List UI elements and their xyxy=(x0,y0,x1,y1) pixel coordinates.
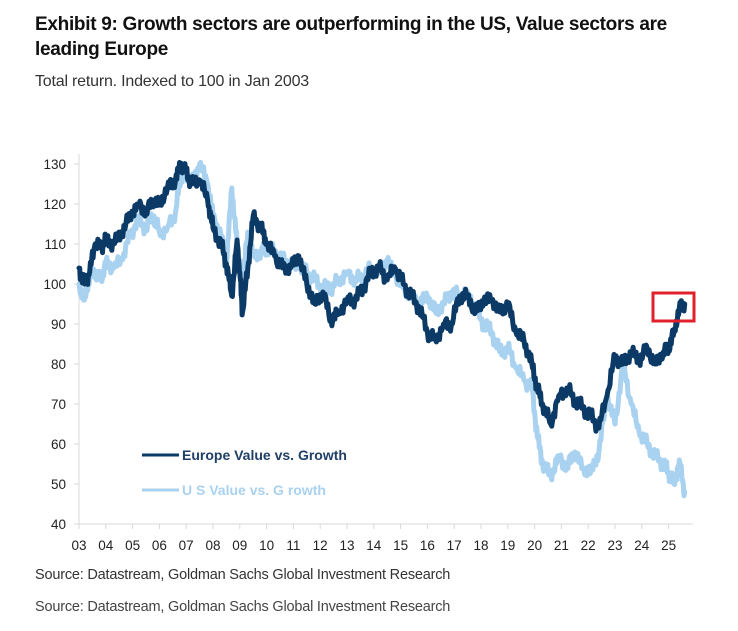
series-group xyxy=(76,160,688,499)
x-tick-label: 19 xyxy=(500,538,515,553)
x-tick-label: 13 xyxy=(339,538,354,553)
x-tick-label: 16 xyxy=(420,538,435,553)
x-tick-label: 10 xyxy=(259,538,274,553)
x-tick-label: 18 xyxy=(473,538,488,553)
x-tick-label: 20 xyxy=(527,538,542,553)
y-tick-label: 100 xyxy=(43,277,66,292)
chart-subtitle: Total return. Indexed to 100 in Jan 2003 xyxy=(35,73,309,90)
x-tick-label: 21 xyxy=(554,538,569,553)
y-tick-label: 50 xyxy=(51,477,66,492)
highlight-box xyxy=(651,291,696,323)
legend: Europe Value vs. Growth U S Value vs. G … xyxy=(142,447,347,498)
x-tick-label: 24 xyxy=(634,538,650,553)
y-tick-label: 90 xyxy=(51,317,66,332)
y-tick-label: 120 xyxy=(43,197,66,212)
x-tick-label: 06 xyxy=(152,538,167,553)
legend-label-europe: Europe Value vs. Growth xyxy=(182,447,347,463)
y-tick-label: 40 xyxy=(51,517,66,532)
series-line-us xyxy=(76,160,688,499)
y-tick-label: 110 xyxy=(44,237,66,252)
x-tick-label: 07 xyxy=(179,538,194,553)
series-line-europe xyxy=(76,160,688,434)
x-tick-label: 03 xyxy=(71,538,86,553)
x-tick-label: 09 xyxy=(232,538,247,553)
x-tick-label: 08 xyxy=(205,538,220,553)
x-tick-label: 14 xyxy=(366,538,382,553)
x-tick-label: 05 xyxy=(125,538,140,553)
x-tick-label: 04 xyxy=(98,538,114,553)
x-tick-label: 22 xyxy=(581,538,596,553)
x-tick-label: 25 xyxy=(661,538,676,553)
y-tick-label: 70 xyxy=(51,397,66,412)
legend-label-us: U S Value vs. G rowth xyxy=(182,482,326,498)
x-tick-label: 12 xyxy=(313,538,328,553)
x-tick-label: 17 xyxy=(447,538,462,553)
x-tick-label: 15 xyxy=(393,538,408,553)
source-note: Source: Datastream, Goldman Sachs Global… xyxy=(35,567,451,583)
x-tick-label: 11 xyxy=(286,538,300,553)
y-tick-label: 80 xyxy=(51,357,66,372)
y-tick-label: 130 xyxy=(43,157,66,172)
x-tick-label: 23 xyxy=(607,538,622,553)
y-tick-label: 60 xyxy=(51,437,66,452)
axes: 40 50 60 70 80 90 100 110 120 130 03 04 05 06 07 08 09 10… xyxy=(43,154,693,553)
chart-title: Exhibit 9: Growth sectors are outperform… xyxy=(35,14,667,60)
source-note-duplicate: Source: Datastream, Goldman Sachs Global… xyxy=(35,599,451,615)
